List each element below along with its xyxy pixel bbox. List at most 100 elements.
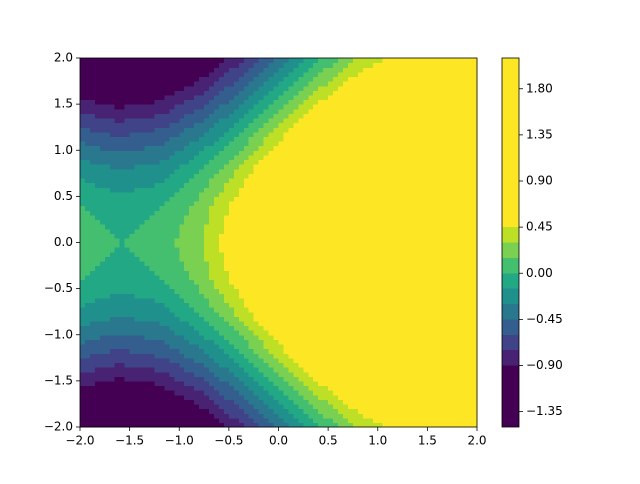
contour-cell — [367, 417, 374, 423]
contour-cell — [333, 334, 339, 340]
contour-cell — [189, 274, 195, 280]
contour-cell — [323, 164, 329, 170]
contour-cell — [94, 196, 101, 202]
contour-cell — [169, 376, 175, 382]
contour-cell — [457, 219, 463, 225]
contour-cell — [174, 256, 180, 262]
contour-cell — [114, 316, 121, 322]
contour-cell — [442, 173, 448, 179]
contour-cell — [104, 177, 111, 184]
contour-cell — [243, 339, 250, 345]
contour-cell — [422, 390, 428, 396]
contour-cell — [412, 247, 419, 253]
contour-cell — [129, 196, 136, 202]
contour-cell — [184, 413, 190, 419]
contour-cell — [238, 214, 245, 221]
contour-cell — [278, 233, 285, 239]
contour-cell — [293, 413, 299, 419]
contour-cell — [347, 228, 354, 234]
contour-cell — [313, 145, 319, 151]
contour-cell — [432, 210, 438, 216]
contour-cell — [144, 279, 151, 285]
contour-cell — [338, 343, 344, 350]
contour-cell — [308, 390, 314, 396]
contour-cell — [372, 311, 379, 317]
contour-cell — [228, 390, 235, 396]
contour-cell — [367, 348, 374, 354]
contour-cell — [323, 334, 329, 340]
contour-cell — [357, 260, 364, 267]
contour-cell — [367, 177, 374, 184]
contour-cell — [387, 237, 394, 244]
contour-cell — [94, 173, 101, 179]
contour-cell — [452, 376, 458, 382]
contour-cell — [99, 154, 106, 161]
contour-cell — [99, 284, 106, 290]
contour-cell — [422, 182, 428, 188]
contour-cell — [422, 242, 428, 248]
contour-cell — [352, 371, 359, 377]
contour-cell — [382, 320, 389, 327]
contour-cell — [382, 371, 389, 377]
contour-cell — [402, 357, 409, 364]
contour-cell — [94, 150, 101, 156]
contour-cell — [218, 265, 225, 271]
contour-cell — [94, 390, 101, 396]
contour-cell — [288, 422, 294, 428]
contour-cell — [184, 284, 190, 290]
contour-cell — [343, 371, 349, 377]
contour-cell — [452, 224, 458, 230]
contour-cell — [333, 320, 339, 327]
contour-cell — [243, 343, 250, 350]
contour-cell — [134, 224, 141, 230]
contour-cell — [129, 219, 136, 225]
contour-cell — [174, 205, 180, 211]
contour-cell — [119, 159, 126, 165]
contour-cell — [94, 177, 101, 184]
contour-cell — [343, 399, 349, 405]
contour-cell — [194, 177, 200, 184]
contour-cell — [467, 251, 473, 257]
contour-cell — [213, 413, 220, 419]
contour-cell — [333, 260, 339, 267]
contour-cell — [134, 191, 141, 197]
contour-cell — [213, 353, 220, 359]
contour-cell — [174, 311, 180, 317]
contour-cell — [283, 334, 290, 340]
contour-cell — [288, 413, 294, 419]
contour-cell — [164, 311, 170, 317]
contour-cell — [213, 343, 220, 350]
contour-cell — [392, 399, 399, 405]
contour-cell — [462, 251, 468, 257]
contour-cell — [174, 177, 180, 184]
contour-cell — [338, 307, 344, 313]
contour-cell — [417, 325, 424, 331]
contour-cell — [347, 224, 354, 230]
contour-cell — [164, 390, 170, 396]
contour-cell — [347, 297, 354, 304]
contour-cell — [233, 168, 240, 174]
contour-cell — [313, 219, 319, 225]
contour-cell — [144, 399, 151, 405]
contour-cell — [387, 251, 394, 257]
contour-cell — [472, 274, 478, 280]
contour-cell — [223, 353, 230, 359]
contour-cell — [298, 394, 304, 400]
contour-cell — [159, 320, 165, 327]
contour-cell — [412, 362, 419, 368]
contour-cell — [298, 136, 304, 142]
contour-cell — [194, 399, 200, 405]
contour-cell — [124, 385, 131, 391]
contour-cell — [367, 284, 374, 290]
contour-cell — [472, 311, 478, 317]
contour-cell — [417, 307, 424, 313]
contour-cell — [308, 260, 314, 267]
contour-cell — [362, 200, 369, 207]
contour-cell — [218, 182, 225, 188]
contour-cell — [139, 224, 146, 230]
contour-cell — [209, 219, 215, 225]
contour-cell — [213, 408, 220, 414]
contour-cell — [318, 196, 324, 202]
contour-cell — [417, 376, 424, 382]
contour-cell — [124, 173, 131, 179]
